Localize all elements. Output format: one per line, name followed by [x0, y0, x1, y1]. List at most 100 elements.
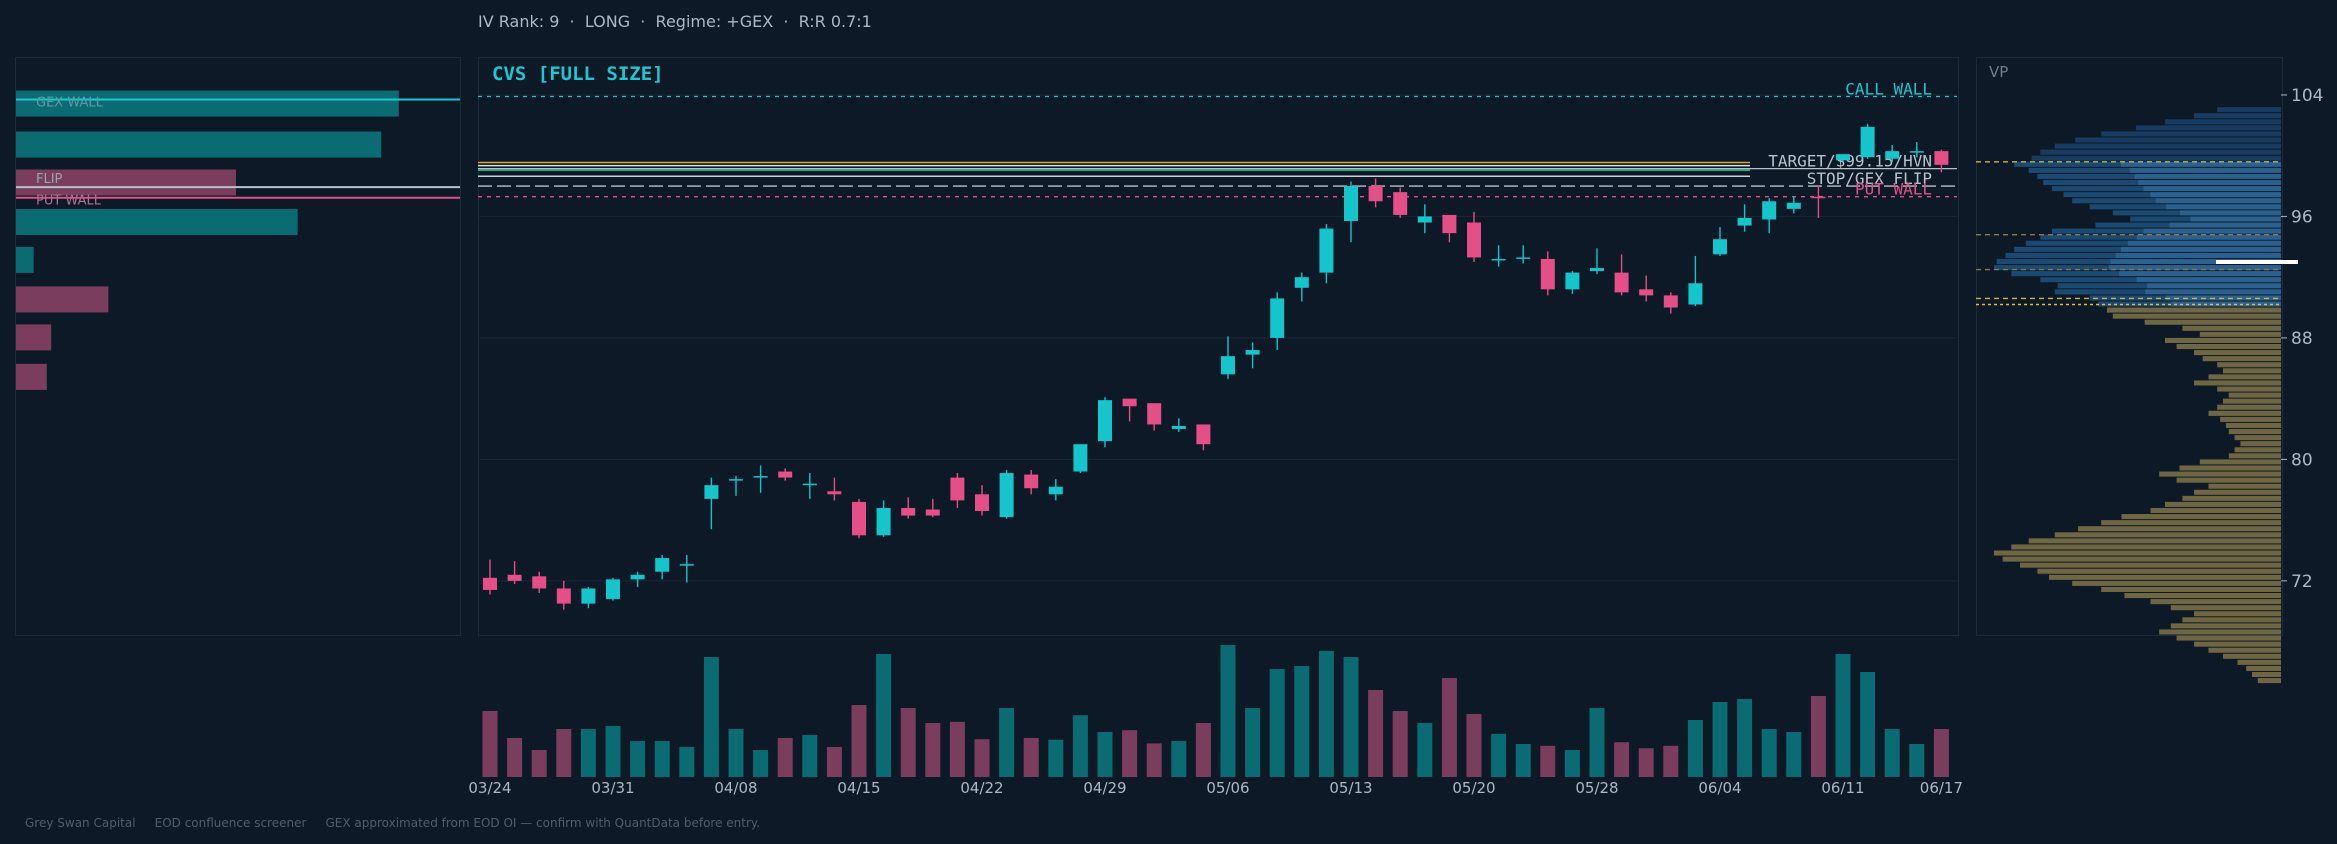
vp-bin: [2150, 507, 2281, 514]
volume-bar: [1368, 690, 1384, 777]
vp-bin: [2031, 155, 2281, 161]
x-tick-label: 05/13: [1329, 779, 1372, 797]
candle-body: [827, 491, 842, 495]
x-tick-label: 06/04: [1698, 779, 1741, 797]
gex-panel: GEX WALL FLIP PUT WALL: [15, 57, 461, 636]
vp-bin-overlay: [2129, 167, 2281, 173]
volume-bar: [1663, 745, 1679, 777]
candle-body: [1590, 268, 1604, 272]
gex-flip-label: FLIP: [36, 172, 63, 187]
vp-bin: [2107, 307, 2281, 313]
volume-profile-panel: [1976, 57, 2283, 636]
candle-body: [975, 494, 989, 512]
volume-bar: [1195, 723, 1211, 777]
x-tick-label: 06/17: [1920, 779, 1963, 797]
candle-body: [556, 588, 571, 604]
vp-bin-overlay: [2143, 228, 2281, 234]
candle-body: [1048, 486, 1063, 495]
vp-bin: [2144, 319, 2281, 325]
candle-body: [606, 579, 620, 600]
vp-bin: [2179, 465, 2281, 471]
gex-put-wall-label: PUT WALL: [36, 194, 102, 209]
candle-body: [1270, 298, 1285, 338]
vp-bin: [2176, 343, 2281, 350]
volume-bar: [974, 739, 990, 777]
x-tick-label: 06/11: [1821, 779, 1864, 797]
vp-bin: [2028, 538, 2281, 544]
candle-body: [1467, 222, 1481, 258]
vp-bin-overlay: [2138, 179, 2281, 186]
vp-bin: [2054, 532, 2281, 538]
vp-bin: [2075, 137, 2281, 143]
vp-bin-overlay: [2143, 186, 2281, 192]
candle-body: [1688, 283, 1703, 305]
candle-body: [1073, 444, 1088, 472]
candle-body: [1442, 214, 1457, 234]
volume-bar: [1589, 708, 1605, 777]
volume-bar: [1171, 741, 1187, 777]
gex-bar: [16, 286, 109, 313]
x-tick-label: 03/31: [591, 779, 634, 797]
vp-bin: [2002, 556, 2281, 562]
y-tick-label: 88: [2291, 329, 2313, 349]
vp-bin: [2194, 641, 2281, 647]
x-tick-label: 03/24: [468, 779, 511, 797]
vp-bin: [2176, 635, 2281, 641]
volume-bar: [1909, 744, 1925, 777]
volume-bar: [925, 723, 941, 777]
vp-bin: [2182, 325, 2281, 331]
volume-bar: [703, 657, 719, 777]
level-label: TARGET/$99.15/HVN: [1768, 152, 1932, 171]
volume-bar: [876, 654, 892, 777]
vp-bin: [2049, 574, 2281, 580]
vp-bin: [2054, 143, 2281, 149]
volume-bar: [851, 705, 867, 777]
candle-body: [483, 577, 497, 590]
volume-bar: [1294, 666, 1310, 777]
vp-bin: [2217, 404, 2281, 410]
vp-label: VP: [1989, 63, 2008, 81]
vp-bin: [2176, 477, 2281, 483]
vp-bin-overlay: [2169, 222, 2281, 228]
candle-body: [1098, 400, 1112, 442]
vp-bin: [2182, 495, 2281, 501]
candle-body: [999, 473, 1014, 518]
vp-bin: [2121, 514, 2281, 520]
candle-body: [1885, 151, 1900, 159]
candle-body: [1171, 425, 1186, 430]
volume-bar: [728, 729, 744, 777]
candle-body: [1196, 424, 1211, 445]
vp-bin-overlay: [2166, 204, 2281, 210]
y-tick-label: 96: [2291, 207, 2313, 227]
candle-body: [581, 588, 596, 604]
vp-bin-overlay: [2190, 216, 2281, 222]
candle-body: [729, 479, 743, 481]
volume-bar: [1712, 702, 1728, 777]
vp-bin: [2136, 125, 2281, 131]
volume-bar: [507, 738, 523, 777]
vp-bin: [2170, 623, 2281, 629]
volume-bar: [900, 708, 916, 777]
x-tick-label: 04/29: [1083, 779, 1126, 797]
vp-bin: [2194, 489, 2281, 495]
vp-bin: [2217, 362, 2281, 368]
volume-bar: [654, 741, 670, 777]
gex-wall-label: GEX WALL: [36, 95, 104, 110]
candle-body: [950, 477, 965, 501]
volume-bar: [1737, 699, 1753, 777]
volume-bar: [1564, 750, 1580, 777]
gex-bar: [16, 131, 382, 158]
vp-bin: [2078, 526, 2281, 532]
vp-bin: [1993, 550, 2281, 556]
candle-body: [1811, 196, 1826, 199]
gex-bar: [16, 169, 236, 196]
vp-bin: [2246, 665, 2281, 671]
candle-body: [1565, 272, 1580, 290]
candle-body: [1909, 151, 1924, 153]
vp-bin-overlay: [2120, 161, 2281, 167]
volume-bar: [999, 708, 1015, 777]
vp-bin: [2202, 356, 2281, 362]
volume-bar: [556, 729, 572, 777]
volume-bar: [580, 729, 596, 777]
volume-bar: [1392, 711, 1408, 777]
